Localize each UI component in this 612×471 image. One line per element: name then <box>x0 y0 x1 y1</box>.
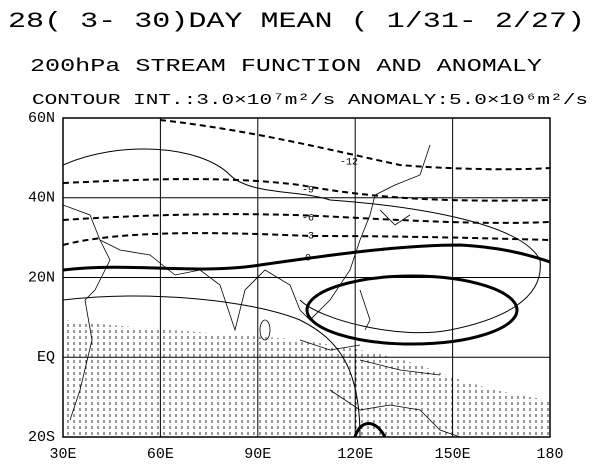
lon-label: 180 <box>536 446 563 463</box>
lat-label: EQ <box>37 349 55 366</box>
lat-label: 20N <box>28 269 55 286</box>
contour-label: -12 <box>340 158 358 169</box>
contour-label: -6 <box>302 214 314 225</box>
contour-label: -3 <box>302 232 314 243</box>
lon-label: 120E <box>337 446 373 463</box>
note: CONTOUR INT.:3.0×10⁷m²/s ANOMALY:5.0×10⁶… <box>32 92 588 109</box>
lat-label: 40N <box>28 190 55 207</box>
contour-zero <box>63 243 550 272</box>
graticule <box>63 118 550 437</box>
contour-label: 0 <box>305 254 311 265</box>
title: 28( 3- 30)DAY MEAN ( 1/31- 2/27) <box>8 9 585 34</box>
lat-label: 20S <box>28 429 55 446</box>
anomaly-contour <box>305 274 519 346</box>
lon-label: 150E <box>435 446 471 463</box>
map-area <box>63 119 550 437</box>
anomaly-contour <box>353 422 387 437</box>
lon-label: 60E <box>147 446 174 463</box>
lat-label: 60N <box>28 110 55 127</box>
anomaly-contour <box>63 295 361 437</box>
contour <box>63 232 550 246</box>
lon-label: 90E <box>244 446 271 463</box>
contour <box>63 213 550 224</box>
lon-label: 30E <box>49 446 76 463</box>
subtitle: 200hPa STREAM FUNCTION AND ANOMALY <box>30 57 542 77</box>
contour <box>159 119 550 171</box>
coastline <box>63 144 461 437</box>
coastline <box>259 319 271 341</box>
hatched-region <box>63 320 550 437</box>
anomaly-contour <box>63 148 541 334</box>
contour-label: -9 <box>302 186 314 197</box>
